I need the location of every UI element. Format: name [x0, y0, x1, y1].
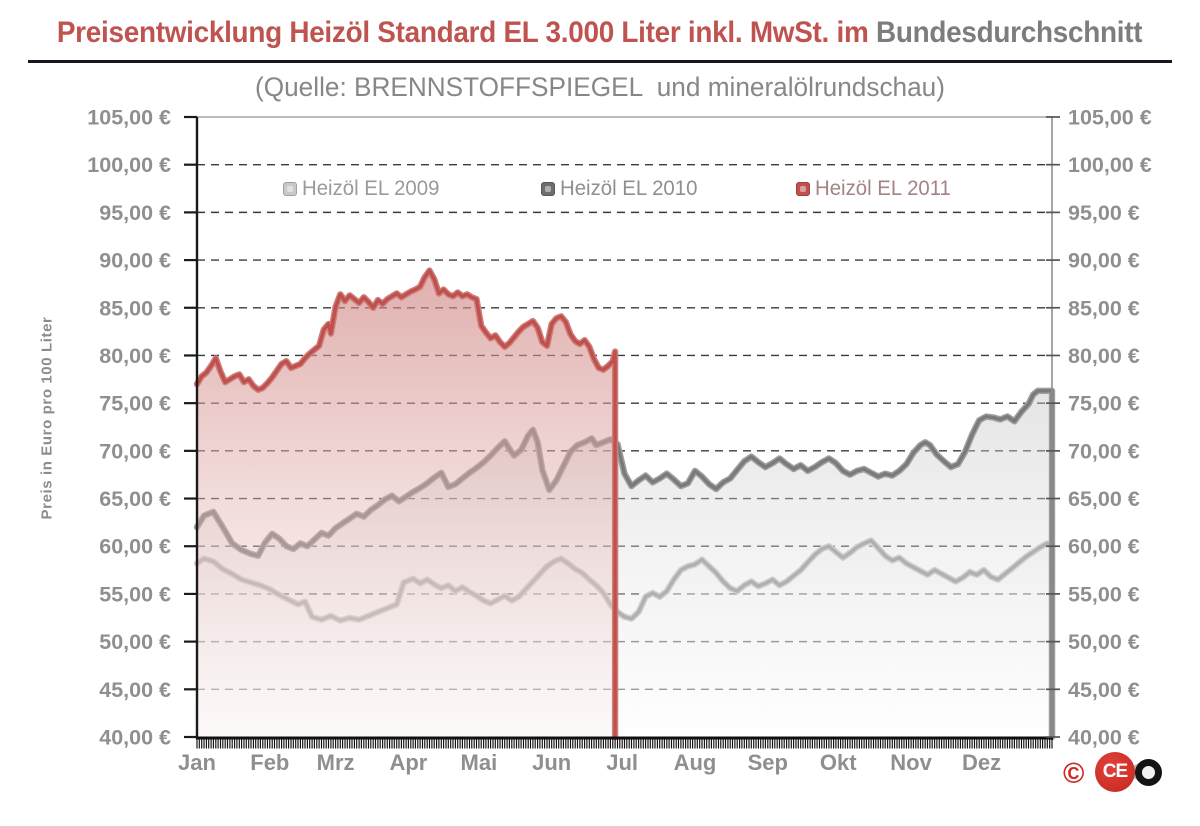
x-axis-month-label: Okt [820, 750, 857, 775]
ceto-logo: © CE [1063, 752, 1173, 802]
y-axis-tick-label-right: 90,00 € [1068, 249, 1140, 273]
y-axis-tick-label-left: 105,00 € [87, 106, 171, 130]
x-axis-month-label: Mrz [317, 750, 355, 775]
x-axis-month-label: Jul [606, 750, 638, 775]
y-axis-tick-label-right: 45,00 € [1068, 678, 1140, 702]
chart-legend: Heizöl EL 2009 Heizöl EL 2010 Heizöl EL … [0, 176, 1200, 204]
y-axis-tick-label-left: 50,00 € [99, 630, 171, 654]
y-axis-tick-label-left: 95,00 € [99, 201, 171, 225]
legend-item-2010: Heizöl EL 2010 [541, 176, 702, 202]
chart-subtitle: (Quelle: BRENNSTOFFSPIEGEL und mineralöl… [255, 72, 945, 102]
y-axis-tick-label-left: 85,00 € [99, 296, 171, 320]
title-divider [28, 60, 1172, 63]
copyright-icon: © [1063, 758, 1085, 790]
axes [195, 116, 1053, 740]
y-axis-tick-label-right: 50,00 € [1068, 630, 1140, 654]
x-axis-month-label: Apr [389, 750, 427, 775]
title-red-part: Preisentwicklung Heizöl Standard EL 3.00… [57, 16, 877, 49]
x-axis-month-label: Dez [962, 750, 1001, 775]
y-axis-tick-label-left: 90,00 € [99, 249, 171, 273]
series-area-heizöl-el-2011 [197, 270, 616, 737]
y-axis-tick-label-left: 40,00 € [99, 726, 171, 750]
logo-red-circle-icon: CE [1095, 752, 1135, 792]
y-axis-tick-label-left: 65,00 € [99, 487, 171, 511]
legend-swatch-2010-icon [541, 182, 555, 196]
y-axis-tick-label-right: 75,00 € [1068, 392, 1140, 416]
x-axis-month-label: Nov [890, 750, 932, 775]
x-axis-daily-ticks [196, 739, 1053, 749]
legend-label-2009: Heizöl EL 2009 [302, 177, 440, 200]
x-axis-month-label: Feb [250, 750, 289, 775]
y-axis-tick-label-left: 70,00 € [99, 439, 171, 463]
x-axis-month-labels: Jan Feb Mrz Apr Mai Jun Jul Aug Sep Okt Nov Dez [178, 750, 1001, 775]
x-axis-month-label: Sep [748, 750, 788, 775]
y-axis-tick-label-right: 65,00 € [1068, 487, 1140, 511]
series-line-heizöl-el-2011 [195, 268, 617, 739]
x-axis-month-label: Jun [532, 750, 571, 775]
y-axis-tick-label-right: 105,00 € [1068, 106, 1152, 130]
y-axis-tick-label-right: 80,00 € [1068, 344, 1140, 368]
legend-label-2010: Heizöl EL 2010 [560, 177, 698, 200]
legend-item-2009: Heizöl EL 2009 [283, 176, 444, 202]
y-axis-tick-label-left: 80,00 € [99, 344, 171, 368]
y-axis-tick-label-left: 55,00 € [99, 582, 171, 606]
y-axis-tick-label-right: 60,00 € [1068, 535, 1140, 559]
legend-label-2011: Heizöl EL 2011 [815, 177, 951, 200]
y-axis-tick-label-right: 55,00 € [1068, 582, 1140, 606]
legend-swatch-2009-icon [283, 182, 297, 196]
y-axis-ticks: 105,00 € 105,00 € 100,00 € 100,00 € 95,00 € 9… [87, 106, 1151, 750]
logo-o-ring-icon [1135, 759, 1162, 786]
y-axis-tick-label-right: 85,00 € [1068, 296, 1140, 320]
title-gray-part: Bundesdurchschnitt [876, 16, 1143, 49]
legend-item-2011: Heizöl EL 2011 [796, 176, 955, 202]
y-axis-tick-label-left: 100,00 € [87, 153, 171, 177]
x-axis-month-label: Aug [674, 750, 717, 775]
x-axis-month-label: Mai [461, 750, 498, 775]
y-axis-tick-label-right: 95,00 € [1068, 201, 1140, 225]
y-axis-tick-label-left: 45,00 € [99, 678, 171, 702]
y-axis-tick-label-right: 100,00 € [1068, 153, 1152, 177]
page-title: Preisentwicklung Heizöl Standard EL 3.00… [0, 16, 1200, 50]
y-axis-tick-label-right: 40,00 € [1068, 726, 1140, 750]
y-axis-tick-label-left: 75,00 € [99, 392, 171, 416]
y-axis-tick-label-left: 60,00 € [99, 535, 171, 559]
x-axis-month-label: Jan [178, 750, 216, 775]
y-axis-tick-label-right: 70,00 € [1068, 439, 1140, 463]
legend-swatch-2011-icon [796, 182, 810, 196]
